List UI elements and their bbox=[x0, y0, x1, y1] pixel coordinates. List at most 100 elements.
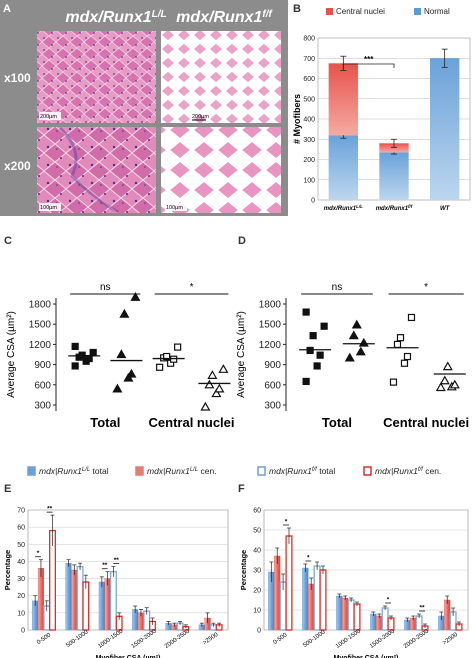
legend-label: mdx|Runx1L/L cen. bbox=[147, 466, 217, 476]
bar bbox=[313, 565, 321, 631]
data-point bbox=[156, 363, 164, 371]
y-tick-label: 200 bbox=[303, 157, 315, 164]
x-tick-label: >2500 bbox=[442, 632, 460, 647]
y-tick-label: 300 bbox=[303, 137, 315, 144]
bar-segment bbox=[379, 152, 409, 200]
panel-a-row-label-2: x200 bbox=[4, 159, 31, 173]
bar bbox=[65, 562, 72, 631]
significance-label: ** bbox=[102, 562, 108, 569]
y-tick-label: 1200 bbox=[29, 340, 52, 351]
data-point bbox=[71, 342, 79, 351]
y-tick-label: 1800 bbox=[259, 300, 282, 311]
y-tick-label: 900 bbox=[34, 360, 51, 371]
x-axis-label: Myofiber CSA (µm²) bbox=[334, 655, 399, 658]
y-tick-label: 0 bbox=[257, 628, 261, 635]
bar-segment bbox=[328, 135, 359, 200]
data-point bbox=[403, 352, 412, 361]
legend-swatch bbox=[27, 466, 36, 476]
bar-segment bbox=[328, 63, 359, 136]
data-point bbox=[207, 370, 218, 379]
bar bbox=[376, 615, 383, 631]
y-tick-label: 60 bbox=[17, 525, 25, 532]
legend-swatch bbox=[414, 8, 421, 15]
y-tick-label: 600 bbox=[303, 76, 315, 83]
x-tick-label: 2000-2500 bbox=[164, 628, 191, 650]
data-point bbox=[130, 292, 141, 301]
data-point bbox=[389, 378, 398, 386]
y-tick-label: 30 bbox=[253, 568, 261, 575]
group-label: Total bbox=[322, 415, 352, 430]
significance-label: ** bbox=[114, 557, 120, 564]
panel-a-row-label-1: x100 bbox=[4, 71, 31, 85]
group-label: Central nuclei bbox=[383, 415, 469, 430]
significance-label: * bbox=[424, 282, 428, 293]
y-tick-label: 0 bbox=[21, 628, 25, 635]
bar bbox=[109, 571, 117, 631]
significance-label: *** bbox=[364, 55, 374, 64]
significance-label: ** bbox=[47, 506, 53, 513]
panel-a-col-header-1: mdx/Runx1L/L bbox=[65, 9, 166, 27]
data-point bbox=[119, 308, 130, 318]
significance-label: * bbox=[37, 550, 40, 557]
data-point bbox=[78, 351, 86, 359]
micrograph-ll-x100 bbox=[37, 31, 156, 123]
data-point bbox=[163, 352, 171, 361]
scale-bar-label-2: 200µm bbox=[192, 114, 209, 120]
x-tick-label: 1500-2000 bbox=[131, 628, 158, 650]
significance-label: ** bbox=[420, 605, 426, 612]
data-point bbox=[126, 368, 137, 378]
bar bbox=[302, 567, 309, 631]
panel-a-letter: A bbox=[3, 3, 11, 15]
y-tick-label: 70 bbox=[17, 508, 25, 515]
x-tick-label: 1000-1500 bbox=[97, 628, 124, 650]
data-point bbox=[449, 379, 460, 389]
significance-label: ns bbox=[332, 282, 343, 293]
data-point bbox=[393, 340, 402, 348]
bar bbox=[98, 581, 105, 631]
data-point bbox=[302, 377, 310, 386]
panel-f-letter: F bbox=[238, 483, 245, 495]
significance-label: * bbox=[387, 597, 390, 604]
data-point bbox=[116, 349, 127, 359]
data-point bbox=[309, 332, 317, 340]
bar bbox=[336, 595, 343, 631]
significance-label: * bbox=[190, 282, 194, 293]
x-tick-label: 1500-2000 bbox=[369, 628, 396, 650]
panel-d-chart: 300 600 900 1200 1500 1800 Average CSA (µm²) To… bbox=[236, 282, 469, 430]
data-point bbox=[89, 348, 97, 357]
y-tick-label: 400 bbox=[303, 117, 315, 124]
y-axis-label: Percentage bbox=[239, 550, 248, 590]
micrograph-ll-x200 bbox=[37, 127, 156, 213]
panel-b-letter: B bbox=[293, 3, 301, 15]
y-tick-label: 1800 bbox=[29, 300, 52, 311]
x-tick-label: mdx/Runx1L/L bbox=[324, 204, 363, 213]
x-axis-label: Myofiber CSA (µm²) bbox=[96, 655, 161, 658]
bar bbox=[370, 613, 377, 631]
significance-label: * bbox=[285, 519, 288, 526]
inflammatory-infiltrate-mark bbox=[58, 126, 119, 214]
y-tick-label: 1500 bbox=[259, 320, 282, 331]
y-axis-label: Average CSA (µm²) bbox=[236, 311, 247, 398]
panel-c-letter: C bbox=[4, 235, 12, 247]
panel-e-chart: 0 10 20 30 40 50 60 70 Percentage Myofiber CSA (µ… bbox=[3, 506, 229, 658]
bar bbox=[444, 599, 451, 631]
micrograph-ff-x100 bbox=[161, 31, 281, 123]
y-tick-label: 300 bbox=[34, 401, 51, 412]
y-tick-label: 30 bbox=[17, 576, 25, 583]
data-point bbox=[174, 343, 182, 351]
scale-bar-label-1: 200µm bbox=[40, 114, 57, 120]
y-tick-label: 100 bbox=[303, 177, 315, 184]
legend-label: mdx|Runx1f/f total bbox=[269, 466, 335, 476]
data-point bbox=[211, 388, 222, 398]
y-tick-label: 700 bbox=[303, 56, 315, 63]
data-point bbox=[320, 322, 328, 330]
legend-label: Normal bbox=[424, 7, 450, 16]
x-tick-label: 500-1000 bbox=[302, 629, 327, 649]
data-point bbox=[344, 352, 355, 362]
bar bbox=[104, 578, 111, 631]
x-tick-label: 0-500 bbox=[36, 632, 53, 646]
y-tick-label: 600 bbox=[264, 380, 281, 391]
bar bbox=[353, 603, 361, 631]
significance-bracket bbox=[342, 63, 395, 68]
scale-bar-label-3: 100µm bbox=[40, 205, 57, 211]
